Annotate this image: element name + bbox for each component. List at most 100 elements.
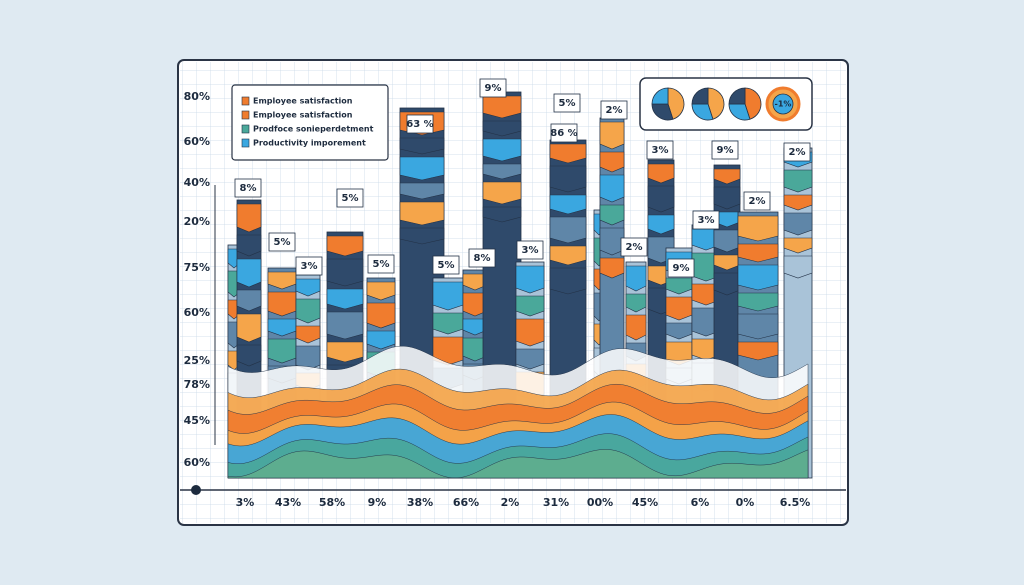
column-segment bbox=[647, 163, 675, 184]
column-segment bbox=[432, 281, 464, 311]
column-segment bbox=[783, 212, 813, 236]
bar-label-tag bbox=[743, 191, 771, 211]
column-segment bbox=[236, 234, 262, 257]
column-segment bbox=[326, 235, 364, 257]
column-segment bbox=[326, 288, 364, 310]
column-segment bbox=[599, 227, 625, 256]
column-segment bbox=[236, 258, 262, 288]
legend-label: Prodfoce sonieperdetment bbox=[253, 125, 374, 134]
bar-label-tag bbox=[268, 232, 296, 252]
x-label: 31% bbox=[543, 496, 569, 509]
column-segment bbox=[482, 181, 522, 205]
column-segment bbox=[783, 237, 813, 254]
column-segment bbox=[515, 265, 545, 294]
bar-label: 63 % bbox=[406, 119, 433, 130]
column-segment bbox=[236, 203, 262, 233]
pie-box bbox=[639, 77, 813, 131]
bar-label-tag bbox=[711, 140, 739, 160]
column-segment bbox=[647, 185, 675, 213]
column-segment bbox=[267, 318, 297, 337]
column-segment bbox=[482, 95, 522, 119]
column-segment bbox=[549, 267, 587, 295]
column-segment bbox=[295, 298, 321, 324]
column-segment bbox=[236, 289, 262, 312]
pie-slice bbox=[651, 87, 669, 105]
pie-label: -1% bbox=[775, 100, 792, 109]
x-label: 6% bbox=[691, 496, 710, 509]
bar-label-tag bbox=[667, 258, 695, 278]
column-segment bbox=[665, 296, 693, 321]
bar-label: 3% bbox=[652, 145, 669, 156]
column-segment bbox=[737, 292, 779, 312]
column-segment bbox=[665, 277, 693, 295]
pie-slice bbox=[707, 87, 725, 120]
bar-label: 86 % bbox=[550, 128, 577, 139]
bar-label: 3% bbox=[698, 215, 715, 226]
column-segment bbox=[399, 201, 445, 226]
y-label: 40% bbox=[184, 176, 210, 189]
column-segment bbox=[326, 311, 364, 340]
bar-label: 8% bbox=[240, 183, 257, 194]
column-segment bbox=[515, 318, 545, 347]
column-segment bbox=[713, 229, 741, 253]
x-label: 43% bbox=[275, 496, 301, 509]
column-segment bbox=[549, 165, 587, 193]
y-label: 60% bbox=[184, 135, 210, 148]
column-segment bbox=[783, 255, 813, 279]
bar-label-tag bbox=[692, 210, 720, 230]
bar-label-tag bbox=[646, 140, 674, 160]
bar-label-tag bbox=[336, 188, 364, 208]
y-label: 75% bbox=[184, 261, 210, 274]
pie-slice bbox=[667, 87, 685, 120]
bar-label-tag bbox=[468, 248, 496, 268]
x-label: 66% bbox=[453, 496, 479, 509]
legend-box bbox=[231, 84, 389, 161]
column-segment bbox=[599, 174, 625, 203]
column-segment bbox=[295, 325, 321, 344]
column-segment bbox=[783, 194, 813, 211]
bar-label-tag bbox=[550, 123, 578, 143]
x-label: 38% bbox=[407, 496, 433, 509]
x-label: 0% bbox=[736, 496, 755, 509]
column-segment bbox=[267, 338, 297, 364]
bar-label-tag bbox=[783, 142, 811, 162]
bar-label-tag bbox=[620, 237, 648, 257]
bar-label: 3% bbox=[522, 245, 539, 256]
pie-ring-inner bbox=[772, 93, 794, 115]
legend-label: Employee satisfaction bbox=[253, 111, 353, 120]
column-segment bbox=[549, 194, 587, 215]
x-label: 2% bbox=[501, 496, 520, 509]
bar-label: 5% bbox=[274, 237, 291, 248]
column-segment bbox=[267, 291, 297, 317]
bar-label-tag bbox=[553, 93, 581, 113]
legend-swatch bbox=[241, 96, 250, 106]
column-segment bbox=[482, 163, 522, 180]
bar-label: 3% bbox=[301, 261, 318, 272]
column-segment bbox=[599, 151, 625, 173]
bar-label: 2% bbox=[789, 147, 806, 158]
wave-band bbox=[227, 449, 809, 479]
column-segment bbox=[665, 322, 693, 340]
column-segment bbox=[549, 143, 587, 164]
y-label: 60% bbox=[184, 456, 210, 469]
bar-label: 9% bbox=[673, 263, 690, 274]
y-label: 25% bbox=[184, 354, 210, 367]
column-segment bbox=[432, 312, 464, 335]
column-segment bbox=[737, 215, 779, 242]
y-label: 80% bbox=[184, 90, 210, 103]
y-label: 60% bbox=[184, 306, 210, 319]
bar-label: 5% bbox=[559, 98, 576, 109]
column-segment bbox=[399, 156, 445, 181]
column-segment bbox=[737, 264, 779, 291]
column-segment bbox=[236, 313, 262, 343]
x-label: 3% bbox=[236, 496, 255, 509]
column-segment bbox=[399, 182, 445, 200]
legend-label: Employee satisfaction bbox=[253, 97, 353, 106]
bar-label: 2% bbox=[606, 105, 623, 116]
legend-swatch bbox=[241, 124, 250, 134]
column-segment bbox=[599, 121, 625, 150]
labels: 80% 60% 40% 20% 75% 60% 25% 78% 45% 60% 3% 43% 58% 9%… bbox=[184, 78, 811, 509]
column-segment bbox=[713, 168, 741, 185]
column-segment bbox=[295, 278, 321, 297]
